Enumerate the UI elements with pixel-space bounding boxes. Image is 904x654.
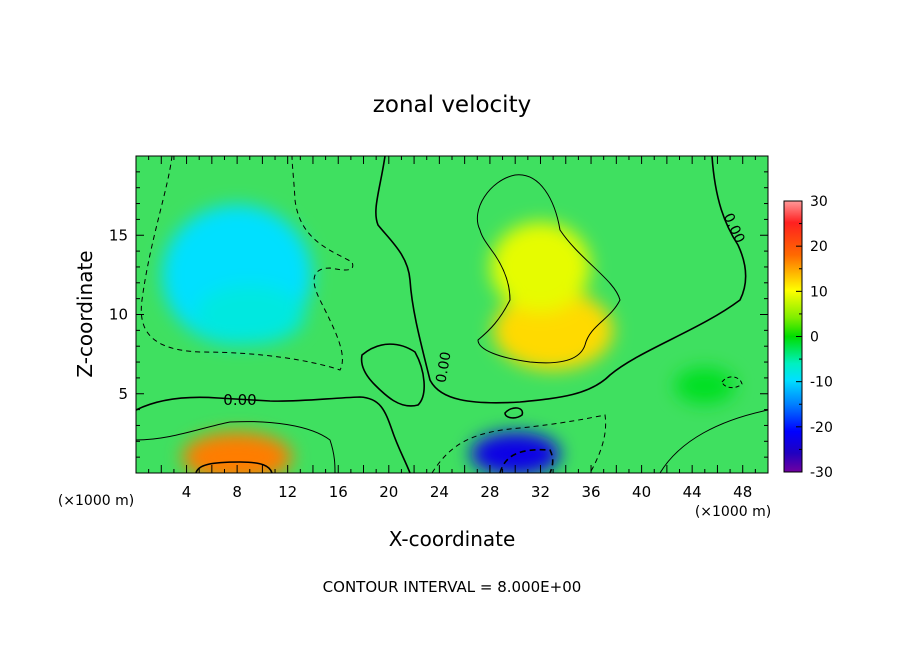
y-tick-label: 10 xyxy=(109,306,128,324)
x-tick-labels: 4 8 12 16 20 24 28 32 36 40 44 48 xyxy=(182,483,752,501)
x-tick-label: 4 xyxy=(182,483,192,501)
negative-contour-bottom xyxy=(431,414,607,473)
negative-contour-right xyxy=(721,376,743,389)
x-unit-label-right: (×1000 m) xyxy=(695,504,771,520)
x-tick-label: 44 xyxy=(683,483,702,501)
colorbar-tick-label: 0 xyxy=(810,330,819,346)
y-tick-label: 15 xyxy=(109,226,128,244)
negative-contour-left xyxy=(140,156,354,371)
x-tick-label: 40 xyxy=(632,483,651,501)
contour-interval-note: CONTOUR INTERVAL = 8.000E+00 xyxy=(323,578,582,596)
colorbar-tick-label: -10 xyxy=(810,375,833,391)
x-tick-label: 28 xyxy=(480,483,499,501)
field-blob xyxy=(182,432,293,473)
zero-contour-island xyxy=(360,343,425,407)
x-tick-label: 36 xyxy=(581,483,600,501)
x-tick-label: 16 xyxy=(329,483,348,501)
x-tick-label: 24 xyxy=(430,483,449,501)
y-axis-title: Z-coordinate xyxy=(73,250,97,377)
x-axis-title: X-coordinate xyxy=(389,527,516,551)
field-blob xyxy=(490,221,591,312)
x-tick-label: 12 xyxy=(278,483,297,501)
positive-contour-lower xyxy=(136,421,336,473)
positive-contour-right-bottom xyxy=(659,409,768,473)
x-tick-label: 20 xyxy=(379,483,398,501)
zero-contour-middle xyxy=(375,156,747,404)
x-tick-label: 8 xyxy=(232,483,242,501)
heatmap-field xyxy=(136,156,768,473)
field-blob xyxy=(674,367,735,404)
x-tick-label: 32 xyxy=(531,483,550,501)
chart-title: zonal velocity xyxy=(373,92,531,118)
y-tick-labels: 5 10 15 xyxy=(109,226,128,403)
contour-label-lower: 0.00 xyxy=(223,391,256,409)
field-blob xyxy=(493,290,614,371)
zero-contour-lower xyxy=(136,396,411,473)
negative-contour-blue xyxy=(499,448,554,473)
x-tick-label: 48 xyxy=(733,483,752,501)
zero-contour-small-loop xyxy=(504,407,524,419)
colorbar-ticks xyxy=(796,200,802,473)
x-unit-label-left: (×1000 m) xyxy=(58,493,134,509)
field-blob xyxy=(470,431,561,473)
colorbar-tick-label: -30 xyxy=(810,465,833,481)
colorbar-tick-label: 30 xyxy=(810,194,828,210)
colorbar-tick-label: 10 xyxy=(810,284,828,300)
y-tick-label: 5 xyxy=(118,385,128,403)
contour-label-middle: 0.00 xyxy=(433,351,454,384)
x-axis-ticks xyxy=(148,156,756,473)
contour-lines xyxy=(136,156,768,473)
colorbar-tick-label: 20 xyxy=(810,239,828,255)
y-axis-ticks xyxy=(136,171,768,458)
field-blob xyxy=(194,284,305,345)
colorbar-tick-labels: 30 20 10 0 -10 -20 -30 xyxy=(810,194,833,481)
positive-contour-hot xyxy=(195,461,273,473)
colorbar-tick-label: -20 xyxy=(810,420,833,436)
positive-contour-right xyxy=(476,174,621,364)
